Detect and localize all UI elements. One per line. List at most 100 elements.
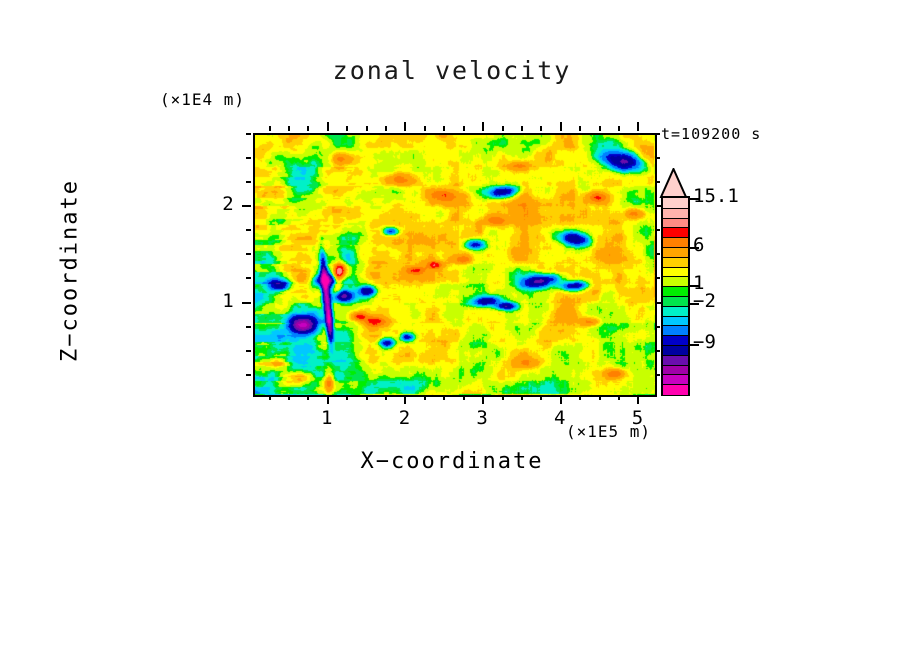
colorbar-separator xyxy=(663,364,688,366)
x-axis-unit-label: (×1E5 m) xyxy=(566,422,652,441)
y-axis-unit-label: (×1E4 m) xyxy=(160,90,246,109)
colorbar-separator xyxy=(663,217,688,219)
plot-area[interactable] xyxy=(253,133,657,397)
x-tick-top xyxy=(443,126,446,131)
x-tick-label: 5 xyxy=(631,407,644,429)
colorbar-band xyxy=(663,198,688,209)
colorbar-band xyxy=(663,374,688,385)
x-tick xyxy=(443,395,446,400)
x-tick xyxy=(598,395,601,400)
colorbar-arrow-cap xyxy=(659,168,688,198)
x-axis-title: X−coordinate xyxy=(360,449,544,474)
x-tick xyxy=(423,395,426,400)
x-tick-label: 3 xyxy=(476,407,488,429)
colorbar-band xyxy=(663,207,688,219)
x-tick xyxy=(482,395,485,404)
x-tick-top xyxy=(559,122,562,131)
y-tick xyxy=(246,325,251,328)
colorbar-tick xyxy=(690,285,699,287)
colorbar-separator xyxy=(663,266,688,268)
y-tick-right xyxy=(655,373,660,376)
colorbar-separator xyxy=(663,256,688,258)
x-tick-top xyxy=(287,126,290,131)
colorbar-separator xyxy=(663,325,688,327)
x-tick xyxy=(346,395,349,400)
x-tick-top xyxy=(501,126,504,131)
colorbar-separator xyxy=(663,345,688,346)
x-tick-top xyxy=(618,126,621,131)
y-tick-right xyxy=(655,277,660,280)
colorbar-band xyxy=(663,266,688,277)
y-tick-right xyxy=(655,325,660,328)
y-tick xyxy=(246,253,251,256)
colorbar-separator xyxy=(663,335,688,337)
x-tick-top xyxy=(268,126,271,131)
colorbar-band xyxy=(663,325,688,336)
colorbar-band xyxy=(663,345,688,356)
colorbar-separator xyxy=(663,374,688,376)
colorbar-band xyxy=(663,305,688,317)
colorbar-separator xyxy=(663,296,688,297)
colorbar-tick xyxy=(690,198,699,200)
y-tick xyxy=(242,205,251,208)
y-tick xyxy=(246,277,251,280)
colorbar-band xyxy=(663,276,688,287)
x-tick-top xyxy=(423,126,426,131)
y-axis-title: Z−coordinate xyxy=(57,179,83,362)
x-tick xyxy=(462,395,465,400)
colorbar-band xyxy=(663,247,688,258)
colorbar-separator xyxy=(663,237,688,239)
x-tick-top xyxy=(637,122,640,131)
x-tick xyxy=(559,395,562,404)
colorbar-band xyxy=(663,315,688,326)
x-tick-top xyxy=(404,122,407,131)
colorbar-band xyxy=(663,354,688,366)
y-tick-label: 2 xyxy=(222,193,234,216)
y-tick-right xyxy=(655,133,660,135)
x-tick-top xyxy=(365,126,368,131)
y-tick xyxy=(246,181,251,184)
colorbar-tick-label: −2 xyxy=(693,290,716,312)
colorbar-separator xyxy=(663,305,688,307)
colorbar-separator xyxy=(663,315,688,317)
colorbar[interactable] xyxy=(661,196,690,396)
x-tick xyxy=(520,395,523,400)
y-tick-right xyxy=(655,253,660,256)
y-tick-right xyxy=(655,229,660,232)
x-tick-top xyxy=(307,126,310,131)
colorbar-tick xyxy=(690,247,699,249)
colorbar-band xyxy=(663,217,688,228)
colorbar-tick xyxy=(690,344,699,346)
x-tick xyxy=(501,395,504,400)
x-tick xyxy=(618,395,621,400)
x-tick xyxy=(540,395,543,400)
colorbar-separator xyxy=(663,286,688,288)
colorbar-band xyxy=(663,237,688,248)
x-tick xyxy=(326,395,329,404)
x-tick xyxy=(637,395,640,404)
x-tick-top xyxy=(462,126,465,131)
x-tick xyxy=(385,395,388,400)
colorbar-band xyxy=(663,286,688,297)
y-tick xyxy=(246,133,251,135)
colorbar-band xyxy=(663,296,688,307)
colorbar-tick-label: 1 xyxy=(693,272,705,294)
x-tick-top xyxy=(482,122,485,131)
time-annotation: t=109200 s xyxy=(661,125,762,143)
colorbar-band xyxy=(663,364,688,375)
x-tick-top xyxy=(598,126,601,131)
colorbar-band xyxy=(663,256,688,268)
x-tick xyxy=(307,395,310,400)
x-tick xyxy=(365,395,368,400)
y-tick-right xyxy=(655,349,660,352)
colorbar-band xyxy=(663,384,688,395)
colorbar-separator xyxy=(663,354,688,356)
x-tick xyxy=(287,395,290,400)
colorbar-separator xyxy=(663,227,688,229)
y-tick-label: 1 xyxy=(222,289,234,312)
colorbar-separator xyxy=(663,384,688,386)
colorbar-separator xyxy=(663,207,688,209)
colorbar-tick xyxy=(690,303,699,305)
x-tick-label: 4 xyxy=(554,407,566,429)
